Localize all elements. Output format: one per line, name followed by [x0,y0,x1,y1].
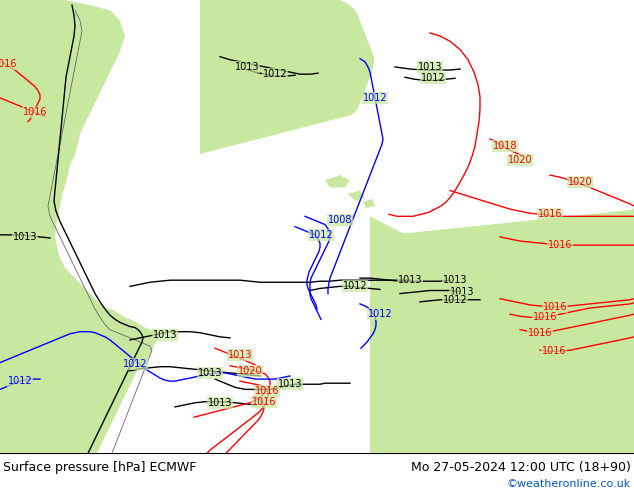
Polygon shape [325,175,350,188]
Text: 1020: 1020 [567,177,592,187]
Text: 1013: 1013 [235,62,259,72]
Text: 1016: 1016 [0,59,17,69]
Text: 1008: 1008 [328,216,353,225]
Text: 1016: 1016 [255,387,279,396]
Polygon shape [0,0,158,453]
Text: 1020: 1020 [238,366,262,376]
Text: ©weatheronline.co.uk: ©weatheronline.co.uk [507,480,631,490]
Text: 1012: 1012 [123,359,147,368]
Text: Surface pressure [hPa] ECMWF: Surface pressure [hPa] ECMWF [3,461,197,474]
Text: 1013: 1013 [208,398,232,408]
Polygon shape [370,216,634,453]
Text: 1012: 1012 [262,69,287,79]
Text: 1012: 1012 [343,281,367,292]
Text: 1012: 1012 [8,376,32,386]
Text: 1013: 1013 [278,379,302,389]
Text: 1013: 1013 [13,232,37,242]
Text: 1016: 1016 [543,302,567,312]
Text: 1018: 1018 [493,141,517,151]
Text: 1013: 1013 [153,330,178,340]
Text: 1013: 1013 [198,368,223,378]
Polygon shape [370,208,634,453]
Text: 1016: 1016 [541,346,566,356]
Text: 1013: 1013 [398,275,422,285]
Text: 1020: 1020 [508,155,533,165]
Text: 1016: 1016 [252,397,276,407]
Text: 1016: 1016 [527,328,552,338]
Text: 1013: 1013 [418,62,443,72]
Polygon shape [363,199,375,208]
Polygon shape [0,0,72,247]
Text: 1012: 1012 [363,93,387,103]
Text: 1016: 1016 [538,209,562,219]
Text: 1016: 1016 [533,312,557,322]
Text: 1013: 1013 [443,275,467,285]
Text: Mo 27-05-2024 12:00 UTC (18+90): Mo 27-05-2024 12:00 UTC (18+90) [411,461,631,474]
Polygon shape [348,191,365,201]
Text: 1016: 1016 [548,240,573,250]
Text: 1013: 1013 [228,350,252,360]
Text: 1016: 1016 [23,107,48,117]
Polygon shape [200,0,374,154]
Text: 1012: 1012 [443,295,467,305]
Text: 1012: 1012 [368,309,392,319]
Text: 1012: 1012 [309,230,333,240]
Text: 1012: 1012 [421,74,445,83]
Text: 1013: 1013 [450,287,474,296]
